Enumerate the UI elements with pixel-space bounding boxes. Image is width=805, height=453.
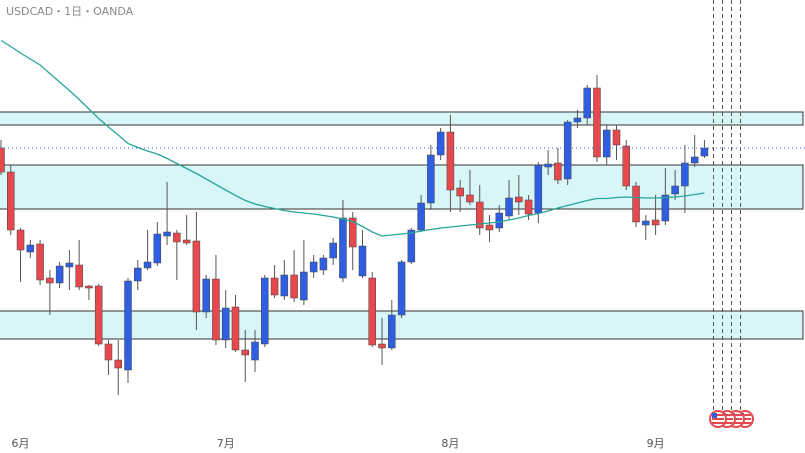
candle-body — [94, 285, 103, 345]
candle-body — [446, 131, 455, 191]
candle-body — [0, 147, 5, 173]
candle-body — [368, 277, 377, 346]
x-tick-label: 7月 — [217, 437, 235, 450]
candle-body — [524, 199, 533, 215]
candle-body — [153, 233, 162, 264]
candle-body — [515, 196, 523, 203]
candle-body — [300, 271, 308, 301]
candle-body — [85, 285, 93, 289]
candle-body — [456, 187, 464, 197]
candle-body — [173, 232, 181, 243]
x-tick-label: 8月 — [441, 437, 459, 450]
candle-body — [407, 229, 416, 263]
event-flags — [709, 410, 754, 428]
candle-body — [505, 197, 513, 217]
candle-body — [134, 267, 142, 282]
candle-body — [651, 219, 660, 226]
candle-body — [475, 201, 484, 229]
zone — [0, 111, 804, 126]
candle-body — [427, 154, 435, 204]
event-flag[interactable] — [709, 410, 727, 428]
chart-title: USDCAD・1日・OANDA — [6, 5, 134, 18]
candle-body — [358, 245, 367, 277]
moving-average — [0, 39, 705, 237]
candle-body — [329, 242, 337, 259]
candle-body — [241, 349, 249, 356]
plot — [0, 39, 805, 395]
candle-body — [65, 262, 74, 268]
candle-body — [495, 212, 504, 229]
candle-body — [534, 164, 543, 214]
candle-body — [192, 240, 201, 313]
candle-body — [642, 220, 650, 226]
candle-body — [55, 265, 64, 284]
x-tick-label: 9月 — [647, 437, 665, 450]
candle-body — [690, 156, 699, 164]
zones — [0, 111, 804, 340]
candle-body — [75, 264, 83, 288]
candle-body — [612, 129, 621, 146]
candle-body — [466, 194, 474, 203]
candle-body — [632, 185, 640, 223]
candle-body — [593, 87, 601, 158]
zone — [0, 164, 804, 210]
candle-body — [573, 117, 582, 123]
candle-body — [583, 87, 591, 119]
candle-body — [212, 278, 220, 341]
candle-body — [602, 129, 611, 158]
candle-body — [104, 343, 113, 361]
candle-body — [661, 194, 670, 222]
candle-body — [280, 274, 289, 297]
candle-body — [681, 162, 689, 187]
x-tick-label: 6月 — [12, 437, 30, 450]
candle-body — [436, 131, 445, 156]
candle-body — [26, 244, 35, 253]
candle-body — [339, 217, 347, 279]
candle-body — [124, 280, 132, 371]
candle-body — [388, 314, 396, 349]
candle-body — [671, 185, 679, 195]
candle-body — [231, 306, 240, 351]
candle-body — [378, 343, 386, 349]
candle-body — [163, 231, 171, 237]
candle-body — [270, 277, 279, 296]
candle-body — [309, 261, 318, 273]
candle-body — [290, 274, 298, 299]
candle-body — [261, 277, 269, 345]
candle-body — [114, 359, 122, 369]
candle-body — [16, 229, 25, 251]
candle-body — [221, 307, 230, 341]
candle-body — [485, 224, 494, 231]
candle-body — [182, 239, 191, 244]
candle-body — [563, 121, 572, 180]
candle-body — [700, 147, 709, 157]
candle-body — [397, 261, 406, 316]
candle-body — [554, 162, 562, 181]
candle-body — [417, 202, 425, 231]
candle-body — [143, 261, 152, 269]
candle-body — [622, 145, 631, 187]
candle-body — [46, 277, 54, 284]
candle-body — [36, 243, 44, 281]
candle-body — [202, 278, 210, 313]
candle-body — [319, 257, 328, 271]
candle-body — [348, 217, 357, 248]
candle-body — [544, 163, 552, 168]
candle-body — [251, 341, 259, 361]
candle-body — [7, 171, 15, 231]
event-lines — [713, 0, 741, 410]
